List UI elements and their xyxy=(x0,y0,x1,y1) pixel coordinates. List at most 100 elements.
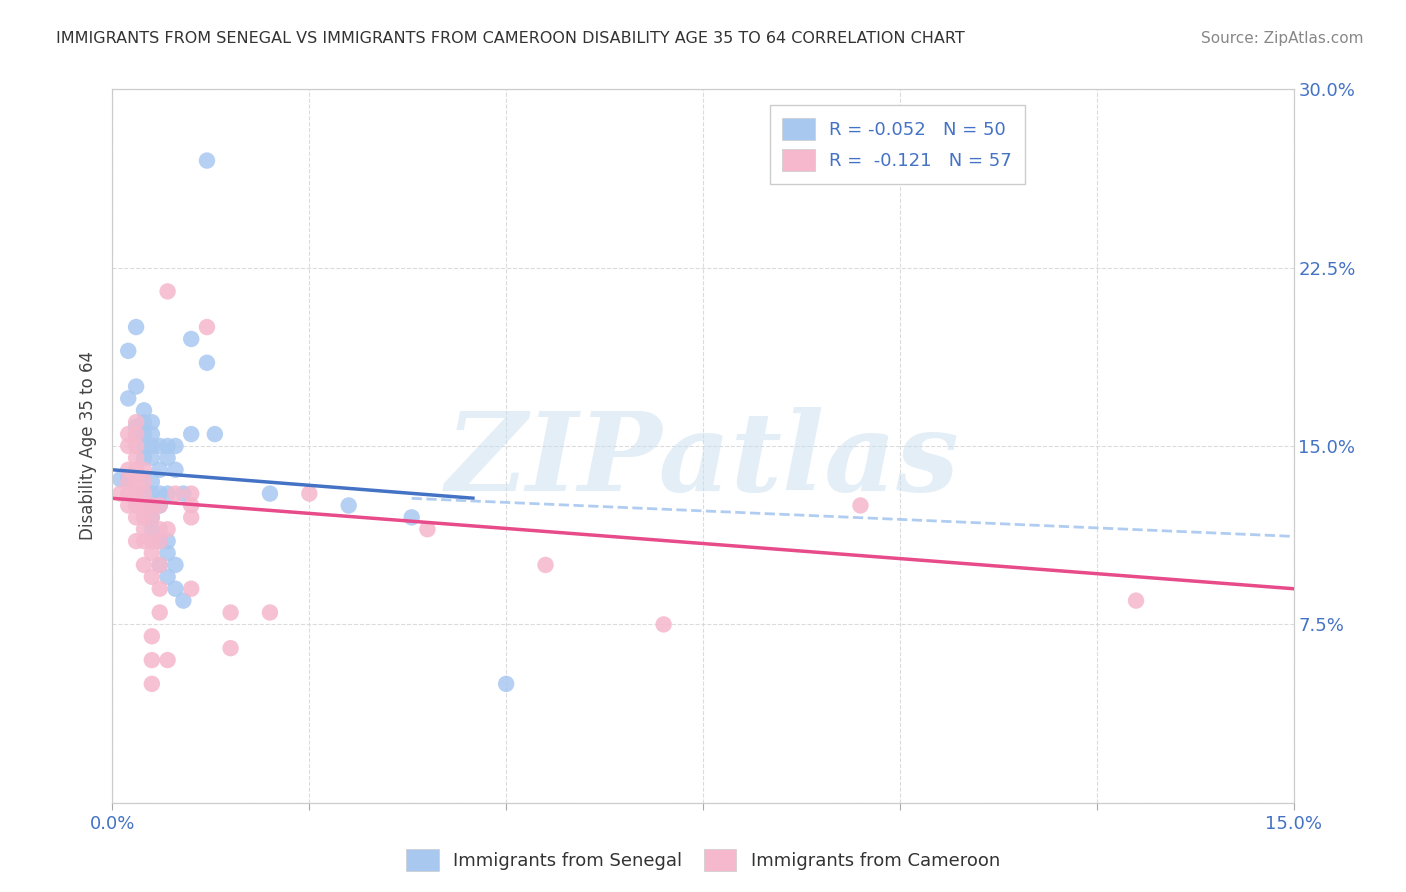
Point xyxy=(156,653,179,667)
Point xyxy=(125,463,148,477)
Point xyxy=(156,486,179,500)
Point xyxy=(219,606,242,620)
Point xyxy=(149,558,172,572)
Point xyxy=(125,499,148,513)
Point xyxy=(204,427,226,442)
Point xyxy=(149,606,172,620)
Point xyxy=(156,450,179,465)
Point xyxy=(141,486,163,500)
Point xyxy=(156,285,179,299)
Point xyxy=(149,439,172,453)
Point xyxy=(141,499,163,513)
Point xyxy=(110,472,132,486)
Point xyxy=(125,420,148,434)
Point xyxy=(125,427,148,442)
Point xyxy=(401,510,423,524)
Point xyxy=(125,450,148,465)
Point xyxy=(149,486,172,500)
Point xyxy=(125,534,148,549)
Point xyxy=(132,510,155,524)
Point xyxy=(141,629,163,643)
Point xyxy=(180,486,202,500)
Point xyxy=(259,606,281,620)
Point xyxy=(141,510,163,524)
Point xyxy=(149,582,172,596)
Point xyxy=(141,522,163,536)
Point xyxy=(1125,593,1147,607)
Point xyxy=(125,320,148,334)
Point xyxy=(132,522,155,536)
Point xyxy=(416,522,439,536)
Point xyxy=(149,534,172,549)
Point xyxy=(132,534,155,549)
Point xyxy=(132,439,155,453)
Point xyxy=(149,499,172,513)
Point xyxy=(172,593,194,607)
Point xyxy=(165,463,187,477)
Point xyxy=(495,677,517,691)
Point xyxy=(110,486,132,500)
Point xyxy=(156,546,179,560)
Point xyxy=(132,415,155,429)
Point xyxy=(125,475,148,489)
Point xyxy=(125,486,148,500)
Point xyxy=(132,558,155,572)
Point xyxy=(125,510,148,524)
Point xyxy=(141,439,163,453)
Point xyxy=(132,486,155,500)
Point xyxy=(117,392,139,406)
Point xyxy=(180,427,202,442)
Point xyxy=(132,499,155,513)
Point xyxy=(298,486,321,500)
Point xyxy=(117,472,139,486)
Point xyxy=(337,499,360,513)
Legend: Immigrants from Senegal, Immigrants from Cameroon: Immigrants from Senegal, Immigrants from… xyxy=(399,842,1007,879)
Point xyxy=(132,427,155,442)
Point xyxy=(534,558,557,572)
Point xyxy=(141,510,163,524)
Point xyxy=(849,499,872,513)
Point xyxy=(149,463,172,477)
Point xyxy=(125,427,148,442)
Point xyxy=(141,534,163,549)
Point xyxy=(180,510,202,524)
Point xyxy=(149,558,172,572)
Text: ZIPatlas: ZIPatlas xyxy=(446,407,960,514)
Point xyxy=(180,332,202,346)
Text: IMMIGRANTS FROM SENEGAL VS IMMIGRANTS FROM CAMEROON DISABILITY AGE 35 TO 64 CORR: IMMIGRANTS FROM SENEGAL VS IMMIGRANTS FR… xyxy=(56,31,965,46)
Point xyxy=(165,558,187,572)
Y-axis label: Disability Age 35 to 64: Disability Age 35 to 64 xyxy=(79,351,97,541)
Point xyxy=(195,153,218,168)
Point xyxy=(652,617,675,632)
Point xyxy=(132,403,155,417)
Point xyxy=(141,475,163,489)
Point xyxy=(132,450,155,465)
Point xyxy=(117,463,139,477)
Point xyxy=(149,534,172,549)
Point xyxy=(219,641,242,656)
Text: Source: ZipAtlas.com: Source: ZipAtlas.com xyxy=(1201,31,1364,46)
Point xyxy=(156,534,179,549)
Point xyxy=(156,522,179,536)
Point xyxy=(141,653,163,667)
Legend: R = -0.052   N = 50, R =  -0.121   N = 57: R = -0.052 N = 50, R = -0.121 N = 57 xyxy=(769,105,1025,184)
Point xyxy=(141,546,163,560)
Point xyxy=(132,463,155,477)
Point xyxy=(117,499,139,513)
Point xyxy=(132,475,155,489)
Point xyxy=(165,486,187,500)
Point xyxy=(117,427,139,442)
Point xyxy=(125,379,148,393)
Point xyxy=(125,415,148,429)
Point xyxy=(141,677,163,691)
Point xyxy=(180,499,202,513)
Point xyxy=(149,499,172,513)
Point xyxy=(141,450,163,465)
Point xyxy=(259,486,281,500)
Point xyxy=(141,570,163,584)
Point xyxy=(117,486,139,500)
Point xyxy=(125,439,148,453)
Point xyxy=(141,499,163,513)
Point xyxy=(156,439,179,453)
Point xyxy=(141,415,163,429)
